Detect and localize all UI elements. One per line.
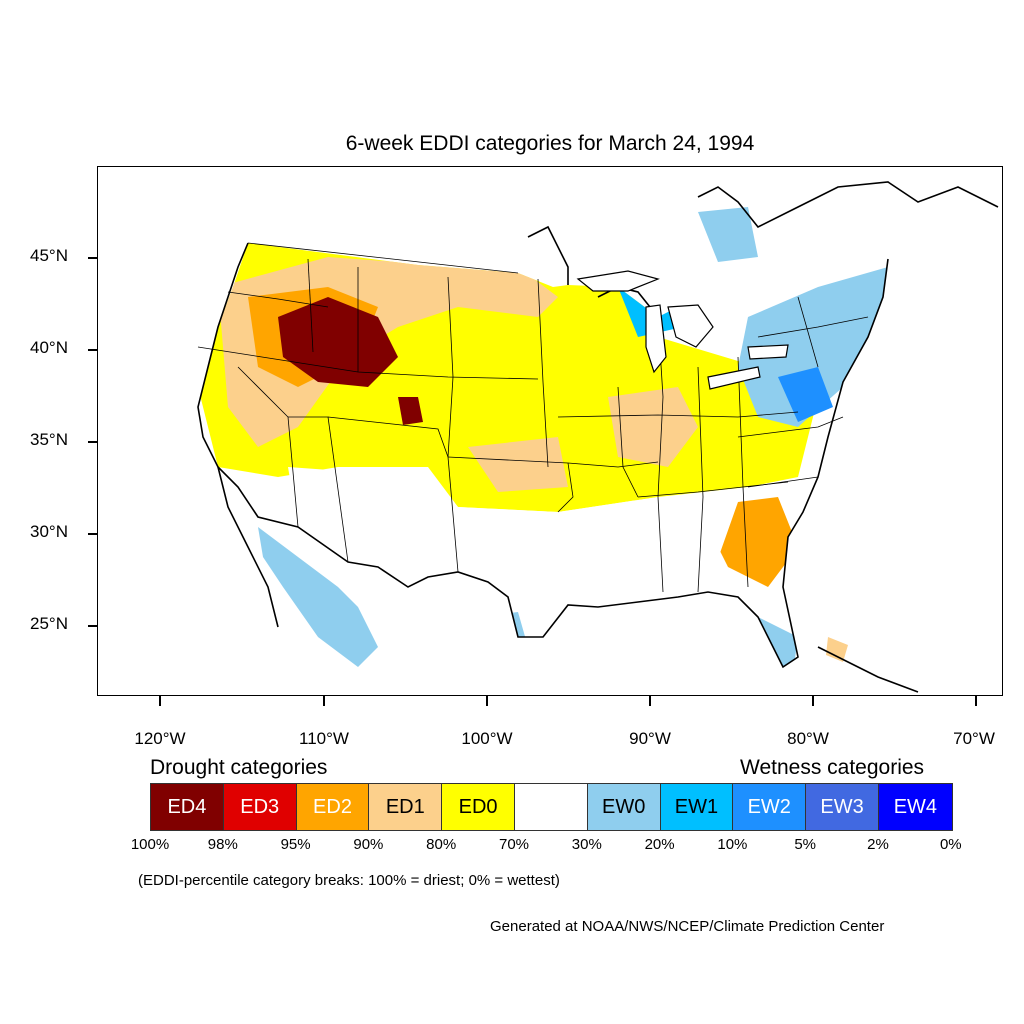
coastline xyxy=(197,181,999,693)
drought-categories-heading: Drought categories xyxy=(150,756,328,779)
longitude-label: 70°W xyxy=(953,729,995,748)
percentile-break-label: 20% xyxy=(644,836,675,853)
latitude-label: 30°N xyxy=(30,522,68,541)
latitude-label: 25°N xyxy=(30,614,68,633)
legend-box-ew3: EW3 xyxy=(806,784,879,830)
latitude-label: 45°N xyxy=(30,246,68,265)
land-shading xyxy=(198,243,888,667)
legend-box-ed2: ED2 xyxy=(296,784,370,830)
percentile-break-label: 98% xyxy=(207,836,238,853)
great-lakes xyxy=(576,270,789,390)
latitude-tick xyxy=(88,625,97,627)
legend-box-ed0: ED0 xyxy=(442,784,515,830)
latitude-tick xyxy=(88,533,97,535)
percentile-break-label: 90% xyxy=(353,836,384,853)
longitude-tick xyxy=(975,696,977,706)
latitude-tick xyxy=(88,441,97,443)
legend-box-ed4: ED4 xyxy=(151,784,224,830)
map-frame xyxy=(97,166,1003,696)
latitude-tick xyxy=(88,257,97,259)
longitude-tick xyxy=(486,696,488,706)
percentile-break-label: 30% xyxy=(571,836,602,853)
longitude-tick xyxy=(323,696,325,706)
legend-box-ed3: ED3 xyxy=(223,784,297,830)
ew2-region xyxy=(778,367,833,422)
white-region xyxy=(288,467,738,637)
eddi-map xyxy=(197,181,999,693)
category-legend: ED4 ED3 ED2 ED1 ED0 EW0 EW1 EW2 EW3 EW4 xyxy=(150,783,953,831)
sea-wetness xyxy=(258,207,848,667)
percentile-break-label: 80% xyxy=(426,836,457,853)
ew0-region xyxy=(738,267,888,427)
category-note: (EDDI-percentile category breaks: 100% =… xyxy=(138,872,560,889)
latitude-label: 35°N xyxy=(30,430,68,449)
legend-box-ew4: EW4 xyxy=(878,784,952,830)
percentile-break-label: 2% xyxy=(867,836,889,853)
percentile-break-label: 10% xyxy=(717,836,748,853)
ed1-region xyxy=(468,437,568,492)
longitude-label: 80°W xyxy=(787,729,829,748)
percentile-break-label: 0% xyxy=(939,836,962,853)
longitude-tick xyxy=(812,696,814,706)
latitude-label: 40°N xyxy=(30,338,68,357)
percentile-break-label: 100% xyxy=(130,836,170,853)
legend-box-ed1: ED1 xyxy=(369,784,443,830)
legend-box-ew1: EW1 xyxy=(660,784,734,830)
longitude-label: 90°W xyxy=(629,729,671,748)
longitude-label: 110°W xyxy=(299,729,349,748)
latitude-tick xyxy=(88,349,97,351)
percentile-break-label: 5% xyxy=(794,836,817,853)
wetness-categories-heading: Wetness categories xyxy=(740,756,925,779)
percentile-break-label: 70% xyxy=(498,836,530,853)
ed1-region xyxy=(608,387,698,467)
longitude-label: 100°W xyxy=(461,729,513,748)
longitude-tick xyxy=(159,696,161,706)
map-title: 6-week EDDI categories for March 24, 199… xyxy=(345,132,755,155)
ed4-region xyxy=(398,397,423,425)
legend-box-ew0: EW0 xyxy=(587,784,661,830)
longitude-tick xyxy=(649,696,651,706)
longitude-label: 120°W xyxy=(134,729,186,748)
credit-line: Generated at NOAA/NWS/NCEP/Climate Predi… xyxy=(490,918,885,935)
ed4-region xyxy=(418,243,463,245)
percentile-break-label: 95% xyxy=(280,836,311,853)
legend-box-ew2: EW2 xyxy=(733,784,807,830)
legend-box-neutral xyxy=(514,784,588,830)
